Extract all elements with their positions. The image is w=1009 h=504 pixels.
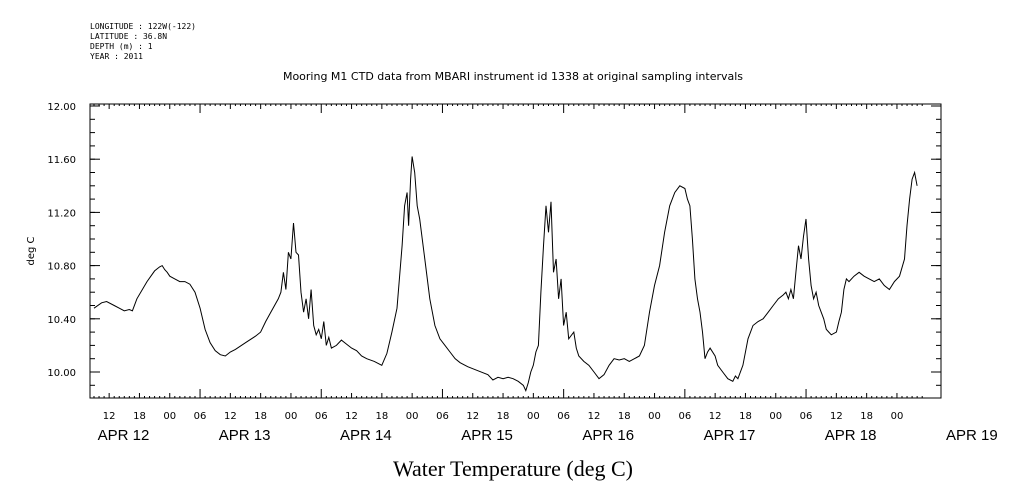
metadata-longitude: LONGITUDE : 122W(-122) — [90, 22, 196, 31]
x-day-label: APR 13 — [219, 427, 271, 444]
x-day-label: APR 16 — [582, 427, 634, 444]
y-tick-label: 11.60 — [47, 155, 76, 166]
axis-ticks — [90, 104, 941, 398]
chart-title: Mooring M1 CTD data from MBARI instrumen… — [283, 70, 743, 83]
x-hour-label: 06 — [315, 411, 328, 422]
x-day-label: APR 18 — [825, 427, 877, 444]
metadata-depth: DEPTH (m) : 1 — [90, 42, 153, 51]
x-hour-label: 18 — [860, 411, 873, 422]
x-hour-label: 18 — [497, 411, 510, 422]
x-hour-label: 12 — [466, 411, 479, 422]
x-axis-label: Water Temperature (deg C) — [393, 456, 633, 481]
x-day-label: APR 17 — [704, 427, 756, 444]
y-tick-label: 10.40 — [47, 315, 76, 326]
x-hour-label: 06 — [194, 411, 207, 422]
metadata-block: LONGITUDE : 122W(-122) LATITUDE : 36.8N … — [90, 22, 196, 62]
x-hour-label: 12 — [224, 411, 237, 422]
x-hour-label: 18 — [375, 411, 388, 422]
x-hour-label: 00 — [285, 411, 298, 422]
y-tick-label: 10.80 — [47, 262, 76, 273]
x-day-labels: APR 12 APR 13 APR 14 APR 15 APR 16 APR 17 APR … — [98, 427, 998, 444]
metadata-latitude: LATITUDE : 36.8N — [90, 32, 168, 41]
x-hour-labels: 12 18 00 06 12 18 00 06 12 18 00 06 12 18 00 06 12 18 00 06… — [103, 411, 904, 422]
x-hour-label: 18 — [739, 411, 752, 422]
x-hour-label: 12 — [830, 411, 843, 422]
x-hour-label: 00 — [406, 411, 419, 422]
x-hour-label: 06 — [800, 411, 813, 422]
x-day-label: APR 15 — [461, 427, 513, 444]
x-hour-label: 18 — [618, 411, 631, 422]
x-hour-label: 00 — [648, 411, 661, 422]
x-hour-label: 12 — [588, 411, 601, 422]
x-day-label: APR 12 — [98, 427, 150, 444]
x-hour-label: 06 — [678, 411, 691, 422]
x-hour-label: 12 — [103, 411, 116, 422]
x-hour-label: 18 — [133, 411, 146, 422]
y-tick-labels: 10.00 10.40 10.80 11.20 11.60 12.00 — [47, 102, 76, 379]
y-axis-label: deg C — [26, 236, 37, 265]
y-tick-label: 11.20 — [47, 208, 76, 219]
y-tick-label: 12.00 — [47, 102, 76, 113]
series-line-water-temperature — [93, 156, 918, 392]
x-day-label: APR 19 — [946, 427, 998, 444]
x-hour-label: 12 — [345, 411, 358, 422]
x-day-label: APR 14 — [340, 427, 392, 444]
x-hour-label: 00 — [769, 411, 782, 422]
x-hour-label: 00 — [163, 411, 176, 422]
x-hour-label: 18 — [254, 411, 267, 422]
x-hour-label: 00 — [891, 411, 904, 422]
y-tick-label: 10.00 — [47, 368, 76, 379]
x-hour-label: 00 — [527, 411, 540, 422]
x-hour-label: 06 — [557, 411, 570, 422]
x-hour-label: 12 — [709, 411, 722, 422]
x-hour-label: 06 — [436, 411, 449, 422]
metadata-year: YEAR : 2011 — [90, 52, 143, 61]
plot-frame — [89, 103, 942, 399]
